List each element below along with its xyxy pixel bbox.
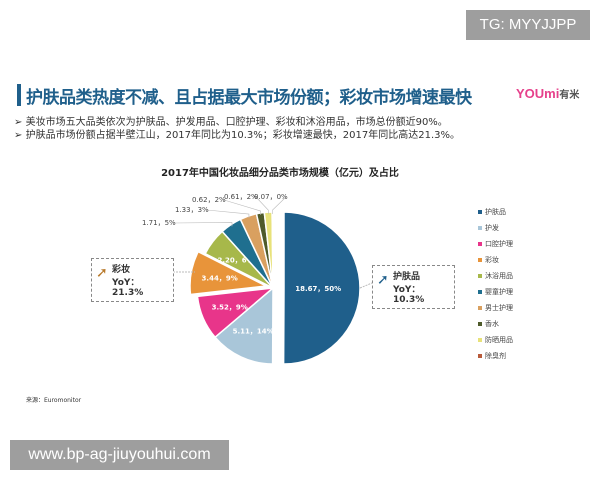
chart-title: 2017年中国化妆品细分品类市场规模（亿元）及占比 bbox=[161, 168, 399, 179]
slice-label-7: 0.62，2% bbox=[192, 196, 226, 204]
legend-item: 沐浴用品 bbox=[478, 268, 513, 284]
legend-swatch bbox=[478, 258, 482, 262]
slice-label-8: 0.61，2% bbox=[224, 193, 258, 201]
legend-item: 防晒用品 bbox=[478, 332, 513, 348]
pie-slice-1 bbox=[214, 286, 274, 365]
pie-slice-0 bbox=[282, 211, 361, 365]
callout-skincare: ➚ 护肤品 YoY：10.3% bbox=[372, 265, 455, 309]
watermark-bottom: www.bp-ag-jiuyouhui.com bbox=[10, 440, 229, 470]
callout-connector-0 bbox=[359, 282, 373, 289]
slice-label-3: 3.44，9% bbox=[202, 275, 238, 283]
leader-line-8 bbox=[255, 196, 269, 215]
slice-label-5: 1.71，5% bbox=[142, 219, 176, 227]
legend-item: 彩妆 bbox=[478, 252, 513, 268]
legend: 护肤品 护发 口腔护理 彩妆 沐浴用品 婴童护理 男士护理 香水 防晒用品 除臭剂 bbox=[478, 204, 513, 364]
leader-line-7 bbox=[223, 199, 262, 216]
legend-item: 香水 bbox=[478, 316, 513, 332]
bullet-2: ➢ 护肤品市场份额占据半壁江山，2017年同比为10.3%；彩妆增速最快，201… bbox=[14, 130, 461, 141]
legend-swatch bbox=[478, 290, 482, 294]
legend-item: 口腔护理 bbox=[478, 236, 513, 252]
legend-item: 护发 bbox=[478, 220, 513, 236]
legend-item: 护肤品 bbox=[478, 204, 513, 220]
watermark-top: TG: MYYJJPP bbox=[466, 10, 590, 40]
pie-slice-2 bbox=[196, 286, 276, 339]
legend-item: 男士护理 bbox=[478, 300, 513, 316]
slice-label-2: 3.52，9% bbox=[212, 304, 248, 312]
pie-slice-3 bbox=[189, 250, 269, 296]
bullet-1: ➢ 美妆市场五大品类依次为护肤品、护发用品、口腔护理、彩妆和沐浴用品，市场总份额… bbox=[14, 117, 448, 128]
trend-arrow-icon: ➚ bbox=[377, 272, 389, 288]
bullet-arrow-icon: ➢ bbox=[14, 117, 23, 128]
legend-swatch bbox=[478, 226, 482, 230]
title-accent-bar bbox=[17, 84, 21, 106]
legend-item: 婴童护理 bbox=[478, 284, 513, 300]
slice-label-9: 0.07，0% bbox=[254, 193, 288, 201]
trend-arrow-icon: ➚ bbox=[96, 265, 108, 281]
legend-swatch bbox=[478, 338, 482, 342]
legend-swatch bbox=[478, 242, 482, 246]
slice-label-0: 18.67，50% bbox=[295, 285, 341, 293]
leader-line-6 bbox=[206, 209, 250, 219]
callout-makeup: ➚ 彩妆 YoY：21.3% bbox=[91, 258, 174, 302]
logo: YOUmi有米 bbox=[516, 86, 580, 101]
slice-label-6: 1.33，3% bbox=[175, 206, 209, 214]
leader-line-9 bbox=[272, 196, 287, 215]
legend-swatch bbox=[478, 306, 482, 310]
pie-slice-9 bbox=[271, 211, 274, 289]
leader-line-5 bbox=[173, 222, 233, 227]
source-note: 来源：Euromonitor bbox=[26, 397, 82, 404]
legend-swatch bbox=[478, 274, 482, 278]
legend-swatch bbox=[478, 322, 482, 326]
legend-item: 除臭剂 bbox=[478, 348, 513, 364]
bullet-arrow-icon: ➢ bbox=[14, 130, 23, 141]
page-title: 护肤品类热度不减、且占据最大市场份额；彩妆市场增速最快 bbox=[26, 88, 472, 108]
legend-swatch bbox=[478, 210, 482, 214]
slice-label-4: 2.20，6% bbox=[218, 256, 254, 264]
slice-label-1: 5.11，14% bbox=[233, 328, 274, 336]
legend-swatch bbox=[478, 354, 482, 358]
